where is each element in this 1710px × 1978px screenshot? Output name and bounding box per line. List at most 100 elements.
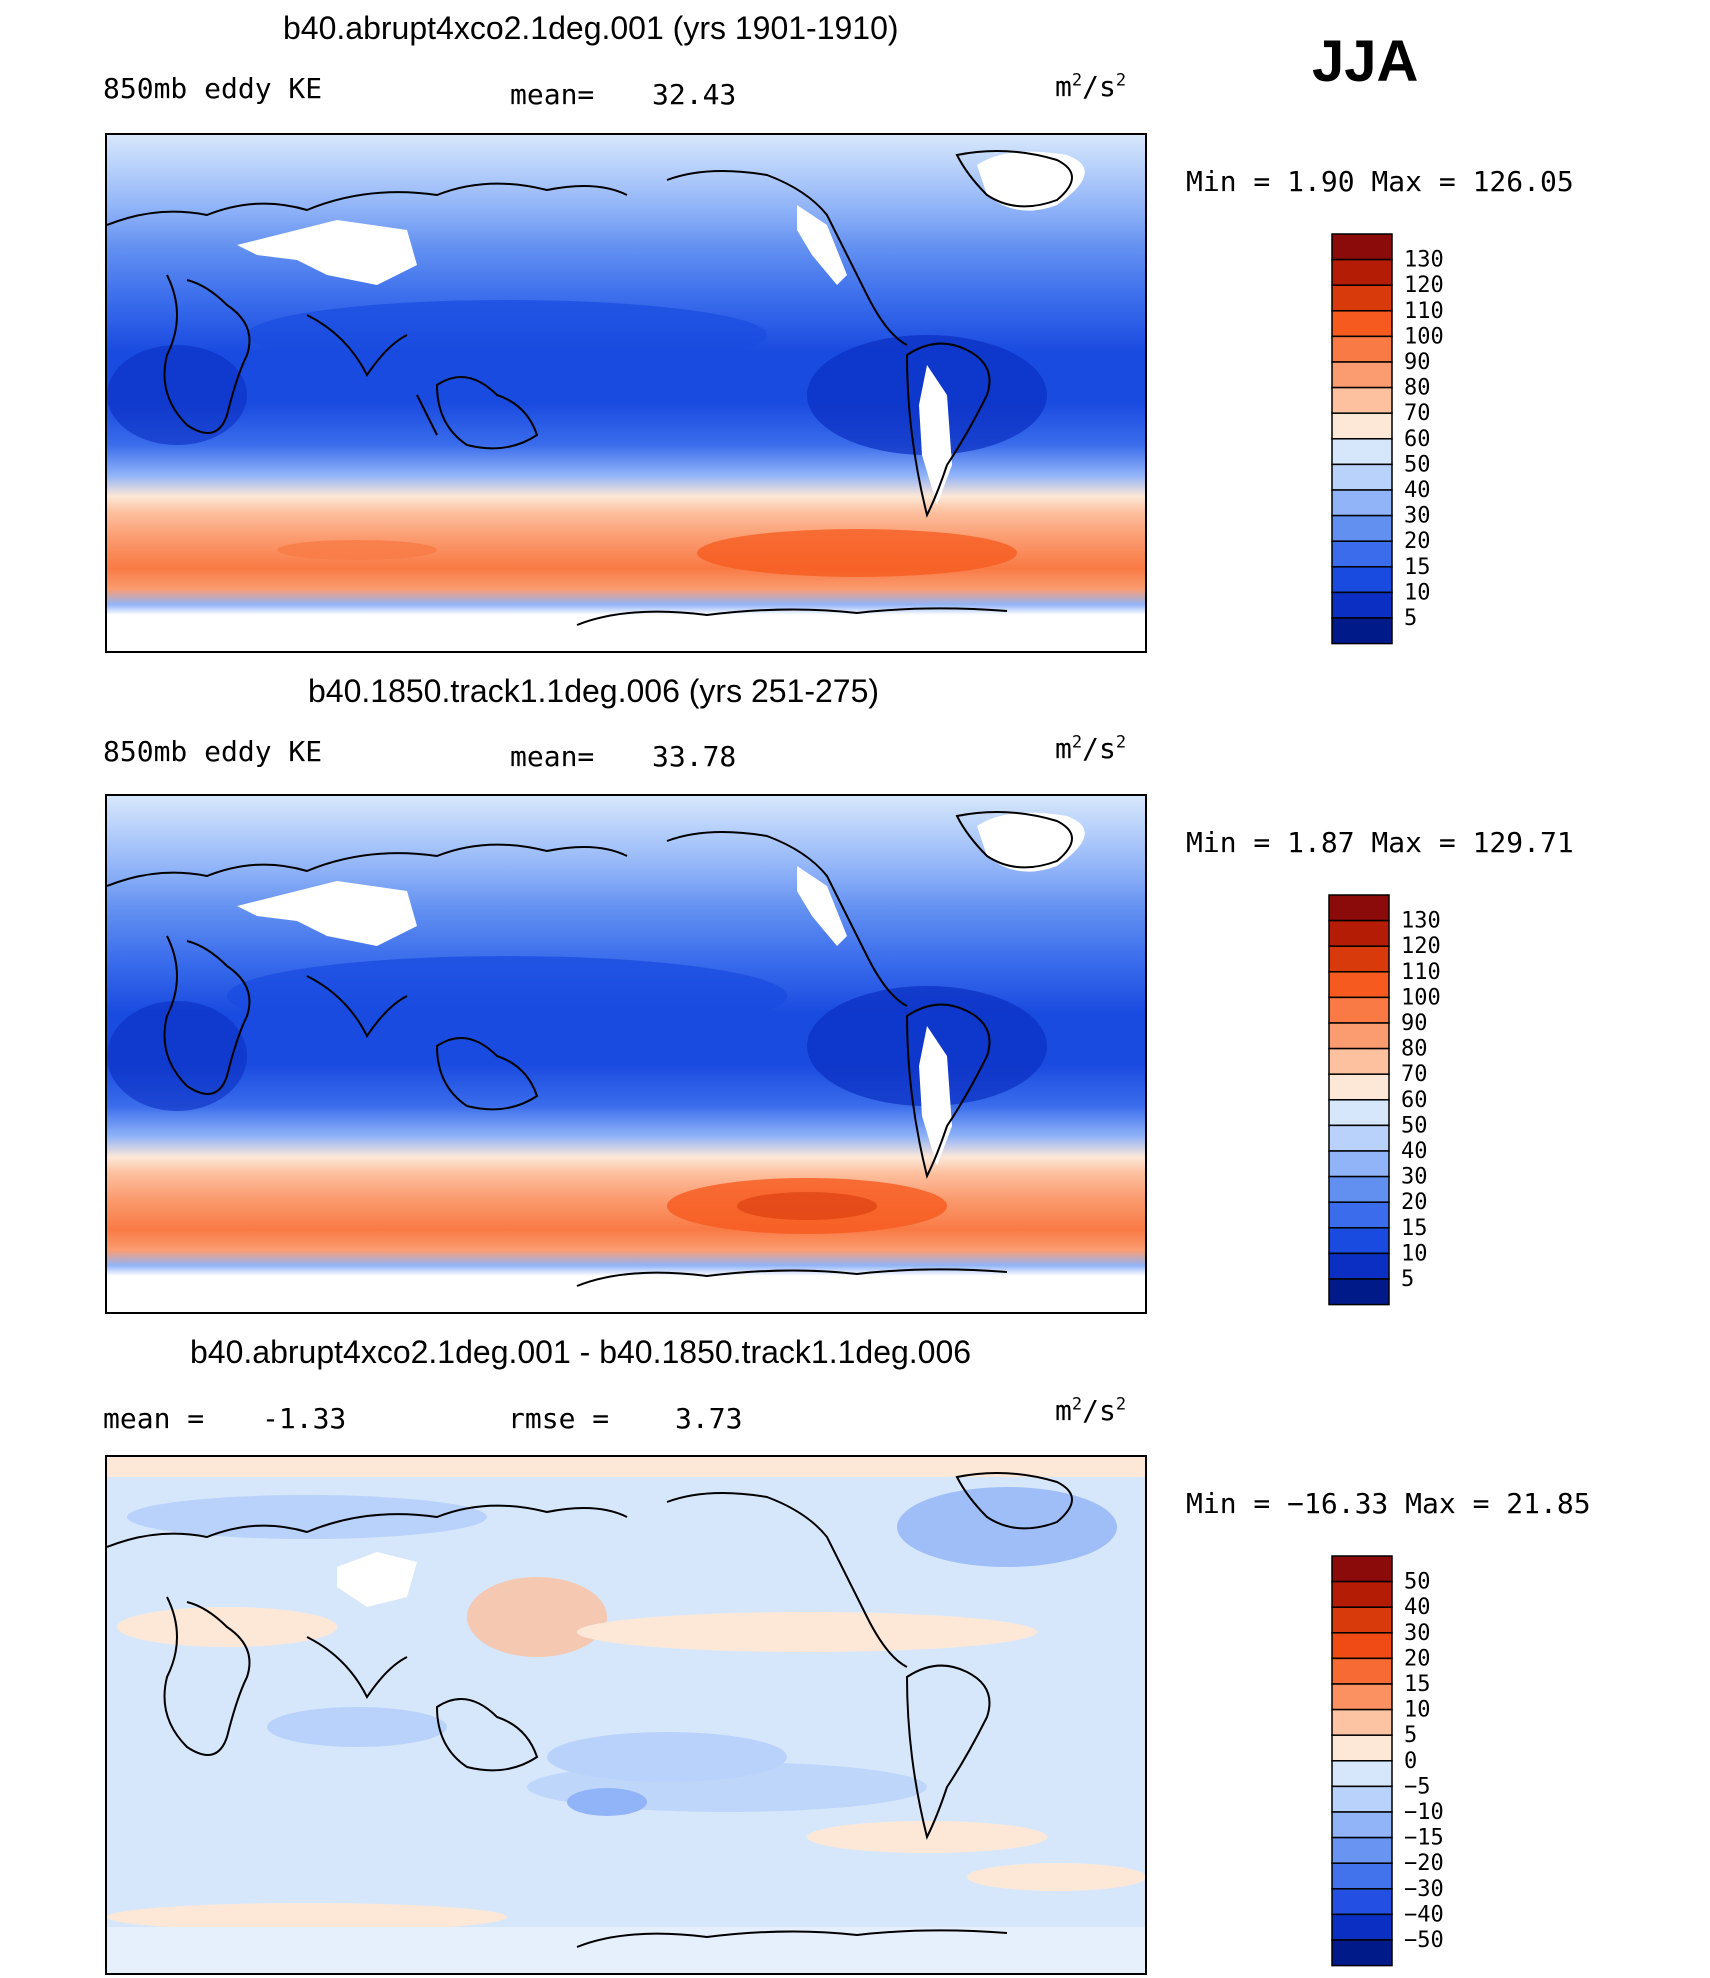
panel3-title: b40.abrupt4xco2.1deg.001 - b40.1850.trac… [190,1334,972,1370]
colorbar1-swatch [1331,591,1393,619]
colorbar3-tick-label: −30 [1404,1877,1444,1902]
colorbar1-tick-label: 80 [1404,376,1431,401]
colorbar1-tick-label: 70 [1404,401,1431,426]
colorbar2-swatch [1328,1201,1390,1229]
panel2-field-label: 850mb eddy KE [103,735,323,768]
season-label: JJA [1312,29,1419,94]
colorbar3-swatch [1331,1760,1393,1788]
colorbar1-swatch [1331,489,1393,517]
colorbar3-tick-label: −10 [1404,1800,1444,1825]
panel3-mean-label: mean = [103,1402,205,1435]
colorbar1-tick-label: 15 [1404,555,1431,580]
panel2-mean-value: 33.78 [652,740,737,773]
colorbar2-tick-label: 10 [1401,1241,1428,1266]
colorbar1-swatch [1331,310,1393,338]
panel2-map [105,794,1147,1314]
colorbar3-tick-label: −5 [1404,1774,1431,1799]
panel3-map-field [107,1457,1145,1973]
panel3-rmse-value: 3.73 [675,1402,743,1435]
colorbar2-swatch [1328,1252,1390,1280]
panel3-colorbar: 50 40 30 20 15 10 5 0 −5 −10 −15 −20 −30 −40 −50 [1330,1555,1540,1967]
colorbar1-swatch [1331,438,1393,466]
colorbar2-swatch [1328,1124,1390,1152]
colorbar1-tick-label: 50 [1404,452,1431,477]
panel1-title: b40.abrupt4xco2.1deg.001 (yrs 1901-1910) [283,10,899,46]
colorbar3-swatch [1331,1836,1393,1864]
colorbar2-tick-label: 30 [1401,1165,1428,1190]
colorbar3-swatch [1331,1606,1393,1634]
colorbar1-tick-label: 110 [1404,299,1444,324]
colorbar2-tick-label: 80 [1401,1037,1428,1062]
colorbar1-swatch [1331,463,1393,491]
colorbar3-swatch [1331,1734,1393,1762]
panel2-title: b40.1850.track1.1deg.006 (yrs 251-275) [308,673,880,709]
panel2-mean-label: mean= [510,740,595,773]
colorbar2-swatch [1328,1099,1390,1127]
colorbar3-swatch [1331,1708,1393,1736]
colorbar2-swatch [1328,996,1390,1024]
panel3-min-max: Min = −16.33 Max = 21.85 [1186,1487,1591,1520]
colorbar1-swatch [1331,335,1393,363]
colorbar1-tick-label: 20 [1404,529,1431,554]
colorbar3-swatch [1331,1785,1393,1813]
colorbar1-swatch [1331,540,1393,568]
panel2-colorbar: 130 120 110 100 90 80 70 60 50 40 30 20 15 10 5 [1327,894,1527,1306]
colorbar2-tick-label: 120 [1401,934,1441,959]
colorbar3-tick-label: 15 [1404,1672,1431,1697]
panel1-mean-label: mean= [510,78,595,111]
colorbar3-tick-label: −20 [1404,1851,1444,1876]
panel2-units: m2/s2 [1055,732,1127,765]
colorbar1-swatch [1331,386,1393,414]
colorbar3-swatch [1331,1632,1393,1660]
colorbar1-swatch [1331,514,1393,542]
colorbar3-tick-label: 0 [1404,1749,1417,1774]
colorbar2-tick-label: 5 [1401,1267,1414,1292]
colorbar3-swatch [1331,1555,1393,1583]
colorbar2-tick-label: 20 [1401,1190,1428,1215]
colorbar3-tick-label: −15 [1404,1826,1444,1851]
colorbar3-swatch [1331,1811,1393,1839]
colorbar3-tick-label: 5 [1404,1723,1417,1748]
colorbar2-swatch [1328,1150,1390,1178]
colorbar3-tick-label: −40 [1404,1902,1444,1927]
panel1-units: m2/s2 [1055,70,1127,103]
colorbar3-tick-label: 40 [1404,1595,1431,1620]
panel3-units: m2/s2 [1055,1394,1127,1427]
colorbar2-swatch [1328,971,1390,999]
panel3-map [105,1455,1147,1975]
panel2-map-field [107,796,1145,1312]
colorbar1-swatch [1331,258,1393,286]
colorbar3-swatch [1331,1657,1393,1685]
panel3-rmse-label: rmse = [508,1402,610,1435]
colorbar3-swatch [1331,1939,1393,1967]
colorbar1-tick-label: 60 [1404,427,1431,452]
colorbar2-swatch [1328,1278,1390,1306]
colorbar2-tick-label: 50 [1401,1113,1428,1138]
panel1-min-max: Min = 1.90 Max = 126.05 [1186,165,1574,198]
colorbar3-swatch [1331,1888,1393,1916]
colorbar3-tick-label: −50 [1404,1928,1444,1953]
colorbar1-tick-label: 5 [1404,606,1417,631]
colorbar3-swatch [1331,1862,1393,1890]
colorbar2-tick-label: 40 [1401,1139,1428,1164]
colorbar2-swatch [1328,1175,1390,1203]
colorbar1-tick-label: 10 [1404,580,1431,605]
colorbar2-tick-label: 70 [1401,1062,1428,1087]
colorbar2-tick-label: 90 [1401,1011,1428,1036]
colorbar2-swatch [1328,945,1390,973]
colorbar2-swatch [1328,1227,1390,1255]
colorbar1-swatch [1331,566,1393,594]
colorbar2-tick-label: 60 [1401,1088,1428,1113]
panel1-map-field [107,135,1145,651]
colorbar1-swatch [1331,361,1393,389]
panel3-mean-value: -1.33 [262,1402,347,1435]
panel2-min-max: Min = 1.87 Max = 129.71 [1186,826,1574,859]
colorbar2-tick-label: 15 [1401,1216,1428,1241]
colorbar3-tick-label: 50 [1404,1570,1431,1595]
colorbar1-swatch [1331,284,1393,312]
colorbar2-swatch [1328,1073,1390,1101]
colorbar1-swatch [1331,412,1393,440]
colorbar1-tick-label: 90 [1404,350,1431,375]
colorbar1-tick-label: 120 [1404,273,1444,298]
colorbar3-swatch [1331,1580,1393,1608]
